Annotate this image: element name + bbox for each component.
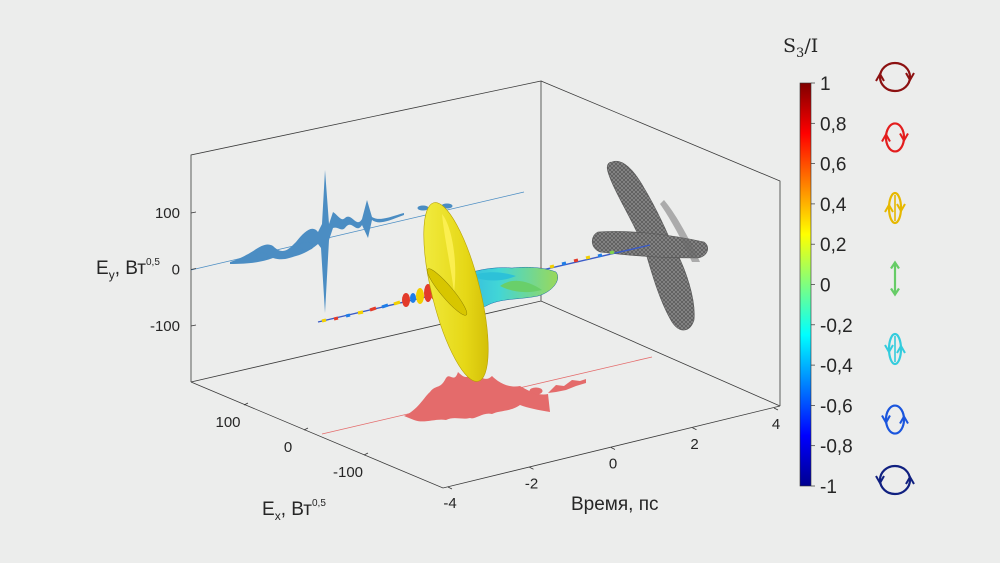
colorbar-title-main: S: [783, 35, 796, 57]
x-tick-mark: [773, 407, 779, 411]
colorbar-tick-label: -0,4: [820, 356, 853, 377]
x-tick-mark: [447, 486, 453, 490]
ey-label-sup: 0,5: [146, 257, 160, 268]
colorbar-tick-label: -0,2: [820, 316, 853, 337]
ex-tick-label: 0: [284, 439, 292, 456]
ex-tick-label: -100: [333, 464, 363, 481]
box-floor-back: [190, 300, 781, 407]
axis-box: [190, 80, 781, 489]
ex-axis-ticks: 100 0 -100: [215, 402, 369, 481]
ey-tick-label: -100: [150, 318, 180, 335]
x-tick-label: -4: [443, 495, 456, 512]
ey-tick-mark: [190, 268, 197, 270]
ex-tick-label: 100: [215, 414, 240, 431]
box-floor-front: [190, 381, 781, 489]
ex-tick-mark: [243, 402, 249, 406]
x-tick-mark: [692, 427, 697, 431]
polarization-icon: [884, 191, 906, 225]
colorbar-tick-label: 0,4: [820, 195, 847, 216]
x-axis-title: Время, пс: [571, 494, 659, 515]
colorbar-title-sub: 3: [796, 46, 804, 61]
ex-projection: [321, 356, 653, 435]
colorbar-tick-label: 0: [820, 276, 831, 297]
polarization-icon: [890, 260, 900, 297]
ey-axis-title: Ey, Вт0,5: [96, 257, 160, 282]
ex-label-unit: , Вт: [281, 499, 313, 520]
colorbar-tick-label: 1: [820, 74, 831, 95]
ey-tick-label: 100: [155, 205, 180, 222]
ex-label-sub: x: [275, 509, 281, 523]
polarization-icon: [875, 464, 915, 496]
x-tick-mark: [529, 466, 534, 470]
polarization-icon: [875, 61, 915, 93]
ex-label-main: E: [262, 499, 275, 520]
colorbar-title-rest: /I: [804, 35, 818, 57]
x-tick-label: 0: [609, 456, 617, 473]
x-tick-label: -2: [525, 475, 538, 492]
polarization-icon: [884, 332, 906, 366]
ey-axis-ticks: 100 0 -100: [150, 205, 197, 335]
colorbar-tick-label: 0,6: [820, 155, 846, 176]
colorbar-gradient: [799, 82, 812, 487]
colorbar-ticks: 1 0,8 0,6 0,4 0,2 0 -0,2 -0,4 -0,6 -0,8 -1: [811, 74, 853, 498]
colorbar-tick-label: -0,8: [820, 437, 853, 458]
ey-tick-label: 0: [172, 262, 180, 279]
ex-axis-title: Ex, Вт0,5: [262, 498, 326, 523]
polarization-petals: [423, 202, 489, 382]
polarization-legend: [875, 61, 915, 496]
x-tick-label: 2: [690, 436, 698, 453]
x-tick-mark: [610, 447, 616, 450]
x-tick-label: 4: [772, 416, 780, 433]
polarization-icon: [881, 404, 909, 435]
polarization-icon: [881, 122, 909, 153]
colorbar-tick-label: 0,2: [820, 235, 846, 256]
ex-label-sup: 0,5: [312, 498, 326, 509]
colorbar-tick-label: 0,8: [820, 114, 846, 135]
ey-label-main: E: [96, 258, 109, 279]
colorbar-tick-label: -1: [820, 477, 837, 498]
ey-tick-mark: [190, 211, 197, 214]
colorbar-title: S3/I: [783, 35, 818, 61]
ex-tick-mark: [363, 452, 369, 456]
ey-label-unit: , Вт: [115, 258, 147, 279]
box-back-right-wall: [540, 80, 781, 406]
x-axis-ticks: -4 -2 0 2 4: [443, 407, 780, 512]
colorbar-tick-label: -0,6: [820, 396, 853, 417]
box-back-left-wall: [190, 80, 542, 382]
ey-label-sub: y: [109, 268, 115, 282]
colorbar: 1 0,8 0,6 0,4 0,2 0 -0,2 -0,4 -0,6 -0,8 -1 S3/I: [783, 35, 853, 498]
ey-tick-mark: [190, 324, 197, 327]
ex-tick-mark: [303, 427, 309, 431]
